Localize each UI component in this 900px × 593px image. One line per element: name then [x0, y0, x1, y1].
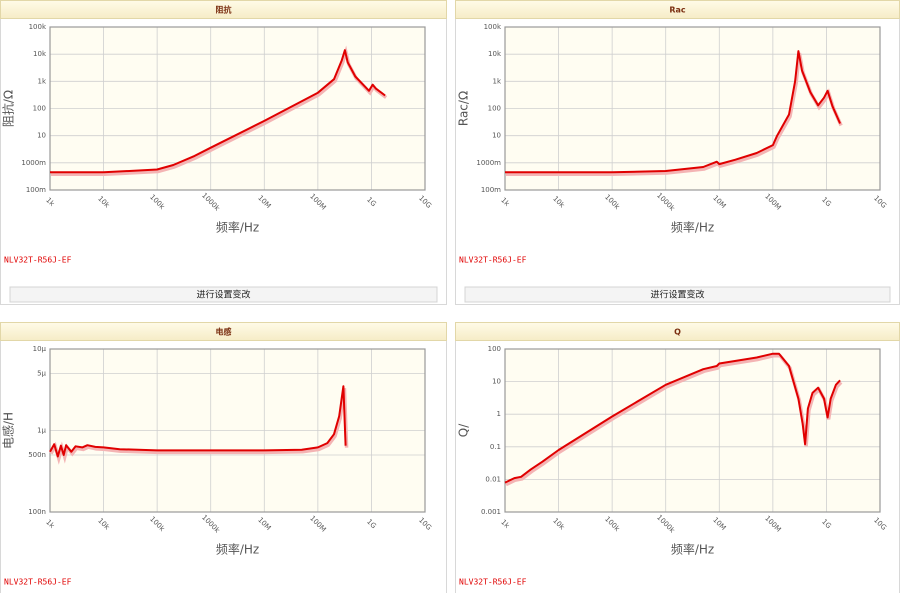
y-tick-label: 10k [33, 50, 47, 58]
part-number: NLV32T-R56J-EF [459, 256, 527, 265]
y-tick-label: 1000m [476, 159, 501, 167]
series-line [50, 49, 386, 174]
y-tick-label: 100k [29, 23, 47, 31]
panel-header [0, 0, 447, 19]
y-tick-label: 100m [481, 186, 501, 194]
series-line [504, 352, 841, 484]
button-label: 进行设置变改 [196, 289, 250, 301]
y-axis-title: Q/ [457, 423, 471, 437]
settings-button[interactable]: 进行设置变改 [464, 286, 891, 303]
y-tick-label: 5μ [37, 370, 46, 378]
button-frame [464, 286, 891, 303]
series-shadow [506, 52, 843, 177]
y-tick-label: 100 [488, 345, 501, 353]
y-axis-title: Rac/Ω [457, 91, 471, 126]
y-tick-label: 500n [28, 451, 46, 459]
plot-border [49, 26, 426, 191]
y-tick-label: 0.001 [481, 508, 501, 516]
chart-title: 阻抗 [216, 5, 232, 15]
y-tick-label: 100m [26, 186, 46, 194]
y-tick-label: 0.1 [490, 443, 501, 451]
y-tick-label: 10 [492, 132, 501, 140]
series-shadow [51, 45, 388, 177]
part-number: NLV32T-R56J-EF [459, 578, 527, 587]
series-line [505, 50, 842, 174]
y-tick-label: 1k [492, 77, 501, 85]
series-line [49, 385, 347, 458]
y-tick-label: 1000m [21, 159, 46, 167]
part-number: NLV32T-R56J-EF [4, 578, 72, 587]
y-tick-label: 10 [37, 132, 46, 140]
y-tick-label: 1μ [37, 427, 46, 435]
part-number: NLV32T-R56J-EF [4, 256, 72, 265]
x-axis-title: 频率/Hz [671, 220, 714, 235]
y-tick-label: 100 [488, 105, 501, 113]
plot-border [504, 348, 881, 513]
chart-title: Q [674, 328, 681, 337]
y-tick-label: 10μ [33, 345, 47, 353]
x-axis-title: 频率/Hz [216, 542, 259, 557]
settings-button[interactable]: 进行设置变改 [9, 286, 438, 303]
button-frame [9, 286, 438, 303]
y-axis-title: 阻抗/Ω [1, 90, 16, 127]
y-tick-label: 100k [484, 23, 502, 31]
y-tick-label: 10k [488, 50, 502, 58]
y-tick-label: 1 [497, 410, 501, 418]
plot-border [504, 26, 881, 191]
panel-header [0, 322, 447, 341]
plot-border [49, 348, 426, 513]
chart-panel: Q1k 10k 100k 1000k 10M 100M 1G 10G0.0010.010.11… [455, 322, 900, 593]
y-axis-title: 电感/H [1, 412, 16, 449]
x-axis-title: 频率/Hz [671, 542, 714, 557]
y-tick-label: 10 [492, 378, 501, 386]
y-tick-label: 100n [28, 508, 46, 516]
y-tick-label: 0.01 [485, 475, 501, 483]
chart-title: Rac [669, 6, 686, 15]
y-tick-label: 1k [37, 77, 46, 85]
y-tick-label: 100 [33, 105, 46, 113]
button-label: 进行设置变改 [650, 289, 704, 301]
x-axis-title: 频率/Hz [216, 220, 259, 235]
chart-title: 电感 [216, 327, 232, 337]
